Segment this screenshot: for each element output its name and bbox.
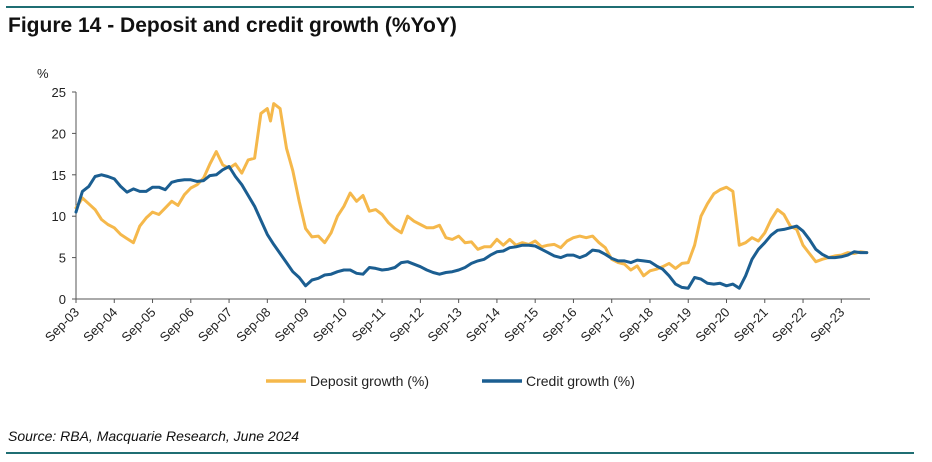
x-tick-label: Sep-08 (233, 305, 273, 345)
y-tick-label: 10 (52, 209, 66, 224)
legend-item-deposit: Deposit growth (%) (266, 373, 429, 389)
x-tick-label: Sep-11 (349, 305, 389, 345)
x-tick-label: Sep-14 (463, 305, 503, 345)
x-tick-label: Sep-21 (731, 305, 771, 345)
x-tick-label: Sep-15 (501, 305, 541, 345)
legend-label: Credit growth (%) (526, 373, 635, 389)
bottom-rule (6, 452, 914, 454)
y-axis-label: % (37, 66, 49, 81)
figure-title: Figure 14 - Deposit and credit growth (%… (8, 14, 457, 37)
legend-item-credit: Credit growth (%) (482, 373, 635, 389)
x-tick-label: Sep-13 (425, 305, 465, 345)
x-tick-label: Sep-19 (654, 305, 694, 345)
y-tick-label: 0 (59, 292, 66, 307)
series-lines (74, 102, 869, 290)
x-tick-label: Sep-07 (195, 305, 235, 345)
x-tick-label: Sep-16 (539, 305, 579, 345)
top-rule (6, 6, 914, 8)
y-tick-label: 5 (59, 251, 66, 266)
y-tick-label: 20 (52, 126, 66, 141)
legend: Deposit growth (%) Credit growth (%) (266, 373, 635, 389)
x-tick-label: Sep-23 (807, 305, 847, 345)
x-tick-label: Sep-06 (157, 305, 197, 345)
x-tick-label: Sep-18 (616, 305, 656, 345)
x-tick-label: Sep-17 (578, 305, 618, 345)
x-tick-label: Sep-04 (80, 305, 120, 345)
x-tick-label: Sep-03 (42, 305, 82, 345)
axes: %0510152025Sep-03Sep-04Sep-05Sep-06Sep-0… (37, 66, 870, 345)
legend-label: Deposit growth (%) (310, 373, 429, 389)
deposit-growth-line (74, 102, 869, 278)
x-tick-label: Sep-12 (386, 305, 426, 345)
x-tick-label: Sep-20 (692, 305, 732, 345)
credit-growth-line (74, 165, 869, 290)
x-tick-label: Sep-10 (310, 305, 350, 345)
source-note: Source: RBA, Macquarie Research, June 20… (8, 428, 300, 444)
x-tick-label: Sep-09 (271, 305, 311, 345)
x-tick-label: Sep-22 (769, 305, 809, 345)
x-tick-label: Sep-05 (118, 305, 158, 345)
y-tick-label: 15 (52, 168, 66, 183)
y-tick-label: 25 (52, 85, 66, 100)
